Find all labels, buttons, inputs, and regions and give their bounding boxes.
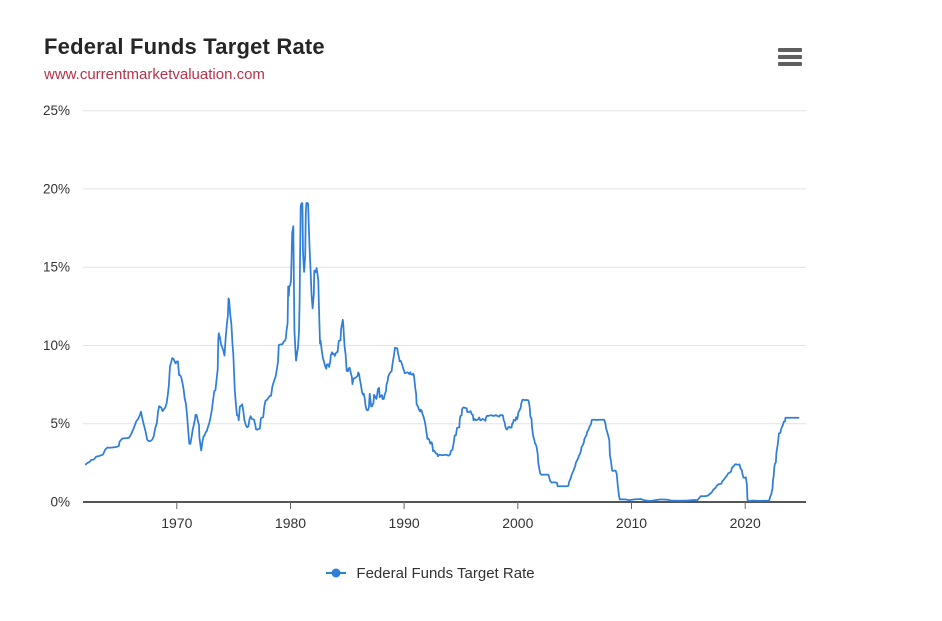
x-axis-label: 1970 — [161, 515, 192, 531]
x-axis-label: 2020 — [730, 515, 761, 531]
legend-label: Federal Funds Target Rate — [356, 564, 535, 582]
x-axis-label: 1980 — [275, 515, 306, 531]
legend-marker-dot — [331, 568, 341, 578]
y-axis-label: 25% — [43, 103, 70, 118]
y-axis-label: 10% — [43, 338, 70, 353]
y-axis-label: 5% — [50, 416, 70, 431]
y-axis-label: 15% — [43, 260, 70, 275]
x-axis-label: 2010 — [616, 515, 647, 531]
chart-subtitle: www.currentmarketvaluation.com — [44, 66, 265, 83]
chart-title: Federal Funds Target Rate — [44, 34, 325, 59]
y-axis-label: 20% — [43, 181, 70, 196]
export-menu-button[interactable] — [774, 43, 806, 71]
line-dot-marker-icon — [326, 568, 347, 578]
y-axis-label: 0% — [50, 495, 70, 510]
legend-item-federal-funds-target-rate[interactable]: Federal Funds Target Rate — [325, 564, 535, 582]
x-axis-label: 2000 — [502, 515, 533, 531]
legend: Federal Funds Target Rate — [0, 561, 860, 585]
x-axis-label: 1990 — [389, 515, 420, 531]
series-line-federal-funds-target-rate — [84, 202, 800, 502]
